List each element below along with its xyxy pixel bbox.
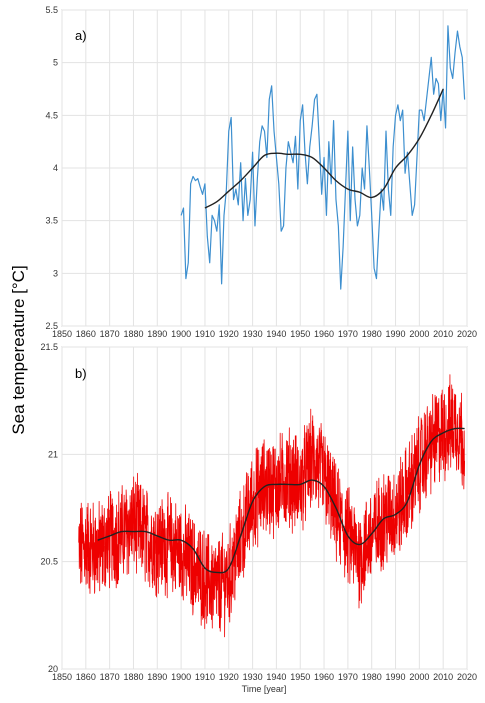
- x-tick-label: 1930: [243, 329, 263, 339]
- x-tick-label: 1850: [52, 329, 72, 339]
- x-tick-label: 1910: [195, 329, 215, 339]
- panel-b-ticks: 1850 1860 1870 1880 1890 1900 1910 1920 1930 1940…: [40, 342, 477, 682]
- y-tick-label: 20: [48, 664, 58, 674]
- panel-a-label: a): [75, 28, 87, 43]
- x-tick-label: 1890: [147, 672, 167, 682]
- y-tick-label: 4.5: [45, 110, 58, 120]
- x-tick-label: 2000: [409, 329, 429, 339]
- x-tick-label: 1900: [171, 329, 191, 339]
- panel-a-trend-line: [204, 88, 444, 209]
- x-tick-label: 2010: [433, 329, 453, 339]
- panel-a-data-line: [180, 25, 466, 290]
- x-tick-label: 1890: [147, 329, 167, 339]
- panel-a-ticks: 1850 1860 1870 1880 1890 1900 1910 1920 1930 1940…: [45, 5, 477, 339]
- y-tick-label: 5: [53, 58, 58, 68]
- x-tick-label: 1910: [195, 672, 215, 682]
- y-tick-label: 5.5: [45, 5, 58, 15]
- y-tick-label: 3: [53, 268, 58, 278]
- x-tick-label: 1970: [338, 329, 358, 339]
- x-tick-label: 1880: [123, 329, 143, 339]
- x-tick-label: 1980: [362, 329, 382, 339]
- x-tick-label: 1920: [219, 672, 239, 682]
- panel-b-trend-line: [97, 427, 465, 574]
- x-tick-label: 1930: [243, 672, 263, 682]
- x-tick-label: 2020: [457, 672, 477, 682]
- panel-a-series: [180, 25, 466, 290]
- x-tick-label: 1900: [171, 672, 191, 682]
- x-tick-label: 1870: [100, 672, 120, 682]
- x-tick-label: 1980: [362, 672, 382, 682]
- panel-a-grid: [61, 9, 468, 327]
- x-tick-label: 1860: [76, 329, 96, 339]
- y-tick-label: 21: [48, 449, 58, 459]
- x-tick-label: 1990: [386, 672, 406, 682]
- x-tick-label: 1950: [290, 672, 310, 682]
- y-tick-label: 21.5: [40, 342, 58, 352]
- y-tick-label: 2.5: [45, 321, 58, 331]
- panel-b-series: [78, 374, 466, 638]
- x-tick-label: 1940: [266, 672, 286, 682]
- x-tick-label: 1920: [219, 329, 239, 339]
- x-axis-label: Time [year]: [242, 684, 287, 694]
- panel-b-data-line: [78, 374, 466, 638]
- x-tick-label: 1960: [314, 672, 334, 682]
- x-tick-label: 1970: [338, 672, 358, 682]
- panel-a: 1850 1860 1870 1880 1890 1900 1910 1920 1930 1940…: [45, 5, 477, 339]
- x-tick-label: 1950: [290, 329, 310, 339]
- x-tick-label: 1860: [76, 672, 96, 682]
- x-tick-label: 1960: [314, 329, 334, 339]
- x-tick-label: 1940: [266, 329, 286, 339]
- x-tick-label: 1990: [386, 329, 406, 339]
- y-tick-label: 20.5: [40, 557, 58, 567]
- x-tick-label: 2000: [409, 672, 429, 682]
- x-tick-label: 2020: [457, 329, 477, 339]
- panel-b: 1850 1860 1870 1880 1890 1900 1910 1920 1930 1940…: [40, 342, 477, 694]
- x-tick-label: 1850: [52, 672, 72, 682]
- x-tick-label: 1880: [123, 672, 143, 682]
- x-tick-label: 2010: [433, 672, 453, 682]
- y-tick-label: 3.5: [45, 216, 58, 226]
- y-axis-label: Sea tempereature [°C]: [9, 265, 28, 434]
- y-tick-label: 4: [53, 163, 58, 173]
- panel-b-label: b): [75, 366, 87, 381]
- x-tick-label: 1870: [100, 329, 120, 339]
